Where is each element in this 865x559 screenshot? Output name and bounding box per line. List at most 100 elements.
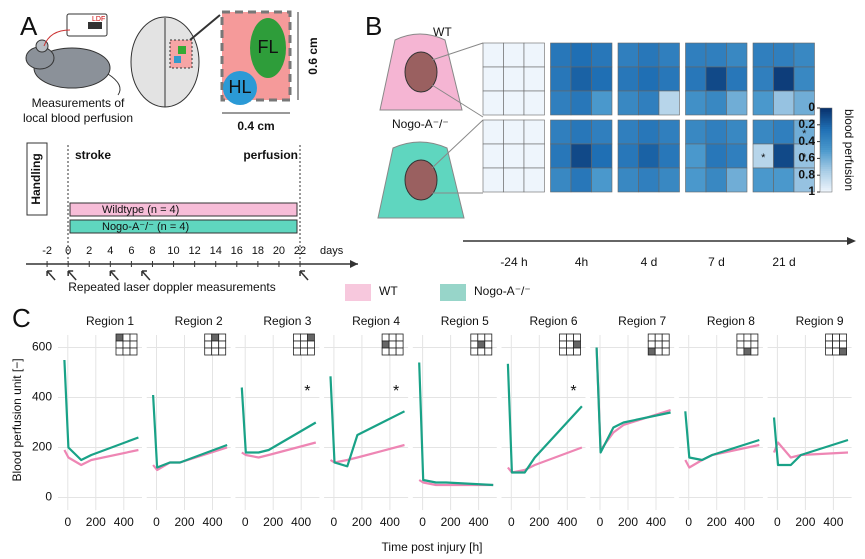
y-tick-label: 200 bbox=[32, 440, 52, 454]
region-icon-cell bbox=[389, 334, 396, 341]
heatmap-cell bbox=[483, 168, 504, 192]
region-icon-cell bbox=[648, 348, 655, 355]
facet-panel bbox=[235, 335, 319, 510]
region-icon-cell bbox=[655, 334, 662, 341]
region-icon-cell bbox=[560, 341, 567, 348]
heatmap-cell bbox=[727, 168, 748, 192]
x-axis-label: Time post injury [h] bbox=[382, 540, 483, 554]
region-icon-cell bbox=[751, 348, 758, 355]
x-tick-label: 200 bbox=[529, 515, 549, 529]
region-icon-cell bbox=[751, 341, 758, 348]
facet-panel bbox=[58, 335, 142, 510]
group-label: Wildtype (n = 4) bbox=[102, 204, 179, 216]
region-icon-cell bbox=[560, 348, 567, 355]
region-icon-cell bbox=[471, 341, 478, 348]
region-icon-cell bbox=[478, 348, 485, 355]
handling-label: Handling bbox=[29, 153, 43, 204]
region-icon-cell bbox=[389, 348, 396, 355]
x-tick-label: 6 bbox=[128, 245, 134, 257]
region-icon-cell bbox=[478, 341, 485, 348]
facet-title: Region 7 bbox=[618, 314, 666, 328]
region-icon-cell bbox=[307, 348, 314, 355]
caption: Measurements of bbox=[32, 96, 125, 110]
heatmap-cell bbox=[592, 43, 613, 67]
region-icon-cell bbox=[737, 334, 744, 341]
x-tick-label: 0 bbox=[508, 515, 515, 529]
x-tick-label: 4 d bbox=[641, 255, 658, 269]
region-icon-cell bbox=[219, 348, 226, 355]
x-tick-label: -2 bbox=[42, 245, 52, 257]
heatmap-cell bbox=[794, 67, 815, 91]
heatmap-cell bbox=[592, 91, 613, 115]
region-icon-cell bbox=[840, 348, 847, 355]
region-icon-cell bbox=[382, 348, 389, 355]
y-axis-label: Blood perfusion unit [−] bbox=[10, 358, 24, 481]
significance-mark: * bbox=[570, 383, 576, 400]
region-icon-cell bbox=[389, 341, 396, 348]
heatmap-cell bbox=[504, 168, 525, 192]
region-icon-cell bbox=[662, 341, 669, 348]
group-label: Nogo-A⁻/⁻ (n = 4) bbox=[102, 221, 189, 233]
x-tick-label: 21 d bbox=[772, 255, 795, 269]
panel-label: C bbox=[12, 303, 31, 333]
x-tick-label: 0 bbox=[153, 515, 160, 529]
colorbar-tick-label: 1 bbox=[808, 184, 815, 198]
unit-label: days bbox=[320, 245, 344, 257]
region-icon-cell bbox=[485, 348, 492, 355]
heatmap-cell bbox=[659, 120, 680, 144]
stroke-label: stroke bbox=[75, 148, 111, 162]
colorbar-tick-label: 0 bbox=[808, 100, 815, 114]
region-icon-cell bbox=[471, 334, 478, 341]
x-tick-label: 200 bbox=[707, 515, 727, 529]
heatmap-cell bbox=[524, 67, 545, 91]
region-icon-cell bbox=[744, 334, 751, 341]
x-tick-label: 16 bbox=[231, 245, 243, 257]
heatmap-cell bbox=[483, 91, 504, 115]
heatmap-cell bbox=[639, 168, 660, 192]
heatmap-cell bbox=[639, 144, 660, 168]
region-icon-cell bbox=[205, 341, 212, 348]
facet-title: Region 8 bbox=[707, 314, 755, 328]
x-tick-label: 200 bbox=[174, 515, 194, 529]
heatmap-cell bbox=[659, 67, 680, 91]
region-icon-cell bbox=[485, 341, 492, 348]
heatmap-cell bbox=[727, 120, 748, 144]
heatmap-cell bbox=[504, 43, 525, 67]
region-icon-cell bbox=[662, 334, 669, 341]
facet-title: Region 3 bbox=[263, 314, 311, 328]
region-icon-cell bbox=[300, 348, 307, 355]
heatmap-cell bbox=[551, 144, 572, 168]
heatmap-cell bbox=[774, 43, 795, 67]
region-icon-cell bbox=[293, 348, 300, 355]
region-label: HL bbox=[228, 77, 251, 97]
facet-panel bbox=[502, 335, 586, 510]
x-tick-label: 200 bbox=[618, 515, 638, 529]
measurement-arrow bbox=[300, 271, 308, 280]
region-icon-cell bbox=[396, 334, 403, 341]
region-icon-cell bbox=[130, 348, 137, 355]
heatmap-cell bbox=[753, 168, 774, 192]
x-tick-label: 18 bbox=[252, 245, 264, 257]
heatmap-cell bbox=[727, 43, 748, 67]
facet-title: Region 2 bbox=[175, 314, 223, 328]
heatmap-cell bbox=[618, 120, 639, 144]
heatmap-cell bbox=[524, 91, 545, 115]
colorbar-tick-label: 0.4 bbox=[798, 134, 815, 148]
region-icon-cell bbox=[737, 341, 744, 348]
region-icon-cell bbox=[648, 334, 655, 341]
region-icon-cell bbox=[737, 348, 744, 355]
facet-panel bbox=[324, 335, 408, 510]
heatmap-cell bbox=[774, 120, 795, 144]
x-tick-label: 200 bbox=[352, 515, 372, 529]
region-icon-cell bbox=[826, 334, 833, 341]
heatmap-cell bbox=[753, 91, 774, 115]
x-tick-label: 0 bbox=[597, 515, 604, 529]
heatmap-cell bbox=[774, 67, 795, 91]
heatmap-cell bbox=[659, 91, 680, 115]
x-tick-label: 22 bbox=[294, 245, 306, 257]
heatmap-cell bbox=[753, 43, 774, 67]
heatmap-cell bbox=[706, 168, 727, 192]
heatmap-cell bbox=[551, 43, 572, 67]
region-icon-cell bbox=[116, 348, 123, 355]
heatmap-cell bbox=[706, 67, 727, 91]
